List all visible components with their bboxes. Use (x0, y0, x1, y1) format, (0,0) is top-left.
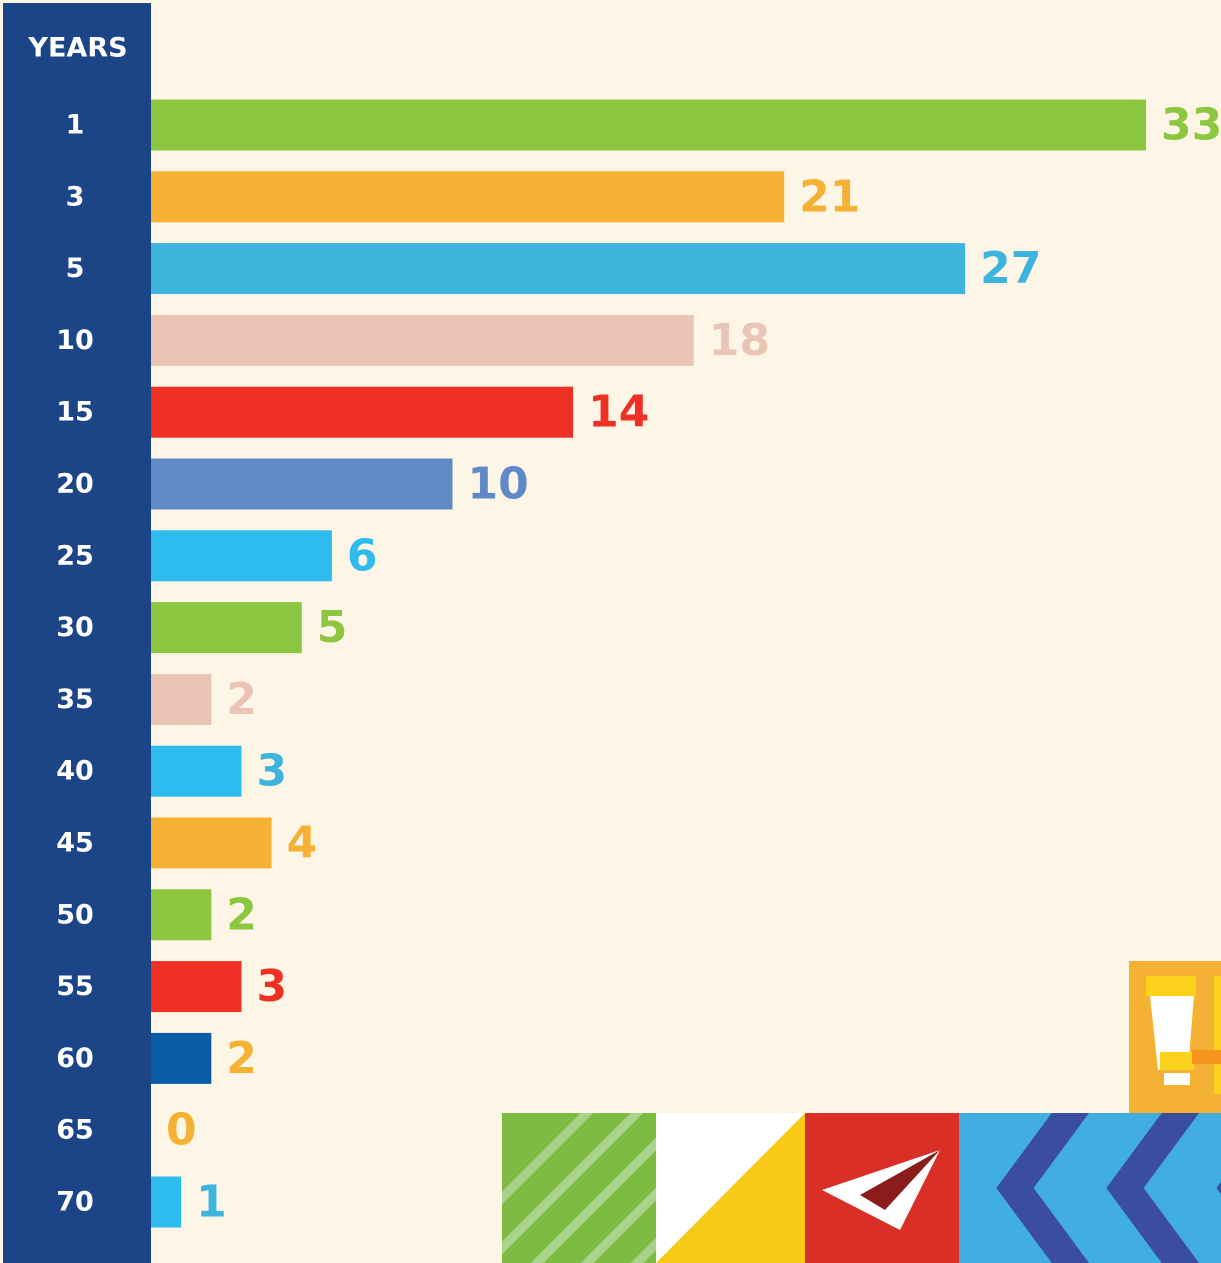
bar (151, 1177, 181, 1228)
bar (151, 1033, 211, 1084)
y-tick-label: 65 (56, 1115, 94, 1146)
value-label: 3 (256, 746, 287, 797)
bar (151, 100, 1146, 151)
value-label: 2 (226, 889, 257, 940)
value-label: 4 (287, 818, 318, 869)
y-tick-label: 60 (56, 1043, 94, 1074)
value-label: 14 (588, 387, 649, 438)
y-tick-label: 15 (56, 397, 94, 428)
axis-title: YEARS (27, 33, 127, 64)
bar (151, 171, 784, 222)
y-tick-label: 20 (56, 469, 94, 500)
bar (151, 387, 573, 438)
value-label: 6 (347, 530, 378, 581)
bar (151, 243, 965, 294)
chart: YEARS 1333215271018151420102563053524034… (0, 0, 1221, 1263)
value-label: 2 (226, 1033, 257, 1084)
y-tick-label: 10 (56, 325, 94, 356)
value-label: 1 (196, 1177, 227, 1228)
value-label: 3 (256, 961, 287, 1012)
y-tick-label: 70 (56, 1187, 94, 1218)
page: {"chart_data": {"type": "bar", "orientat… (0, 0, 1221, 1263)
bar (151, 674, 211, 725)
bar (151, 315, 694, 366)
y-tick-label: 3 (66, 181, 85, 212)
bar (151, 961, 241, 1012)
value-label: 5 (317, 602, 348, 653)
value-label: 27 (980, 243, 1041, 294)
value-label: 2 (226, 674, 257, 725)
y-tick-label: 40 (56, 756, 94, 787)
y-tick-label: 25 (56, 540, 94, 571)
bar (151, 530, 332, 581)
bar (151, 746, 241, 797)
y-tick-label: 5 (66, 253, 85, 284)
y-tick-label: 30 (56, 612, 94, 643)
y-tick-label: 50 (56, 899, 94, 930)
bar (151, 818, 272, 869)
y-tick-label: 45 (56, 828, 94, 859)
y-tick-label: 1 (66, 110, 85, 141)
y-tick-label: 35 (56, 684, 94, 715)
value-label: 0 (166, 1105, 197, 1156)
bar (151, 602, 302, 653)
value-label: 10 (468, 459, 529, 510)
bar (151, 889, 211, 940)
bar (151, 459, 453, 510)
y-tick-label: 55 (56, 971, 94, 1002)
value-label: 18 (709, 315, 770, 366)
value-label: 33 (1161, 100, 1221, 151)
value-label: 21 (799, 171, 860, 222)
